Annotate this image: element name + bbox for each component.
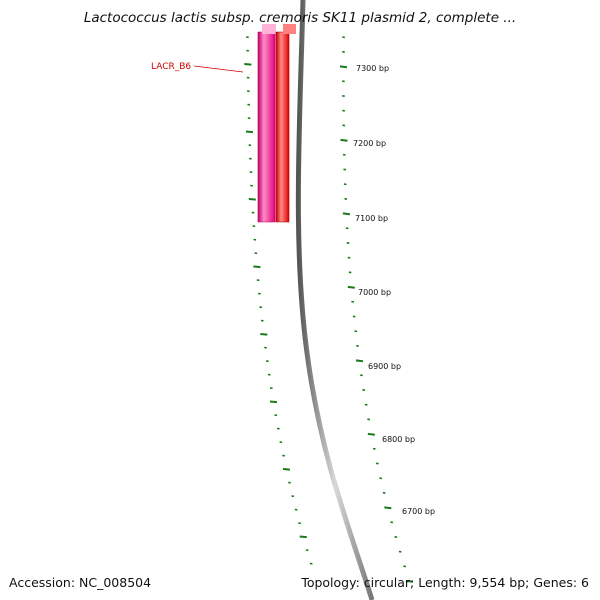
accession-text: Accession: NC_008504 <box>9 575 152 590</box>
map-title-suffix: cremoris SK11 plasmid 2, complete ... <box>259 10 517 26</box>
gene-red-arc[interactable] <box>275 31 290 223</box>
outer-tick-ring <box>339 36 414 583</box>
inner-major-tick <box>244 63 252 66</box>
outer-major-tick <box>342 212 350 216</box>
gene-label-leader <box>193 65 244 73</box>
inner-tick-ring <box>244 36 313 565</box>
scale-label-7300: 7300 bp <box>356 64 389 73</box>
inner-major-tick <box>299 535 307 539</box>
inner-major-tick <box>248 198 256 201</box>
inner-major-tick <box>260 333 268 336</box>
topology-summary: Topology: circular; Length: 9,554 bp; Ge… <box>301 575 589 590</box>
scale-label-6900: 6900 bp <box>368 362 401 371</box>
gene-lacr-b6-arc[interactable] <box>257 31 276 223</box>
gene-red-arc-top <box>283 24 296 34</box>
outer-major-tick <box>347 285 355 289</box>
map-title: Lactococcus lactis subsp. cremoris SK11 … <box>0 10 600 26</box>
inner-major-tick <box>269 400 278 404</box>
outer-major-tick <box>355 359 364 363</box>
map-title-prefix: Lactococcus lactis subsp. <box>83 10 260 26</box>
outer-major-tick <box>405 579 414 583</box>
outer-major-tick <box>340 138 348 142</box>
scale-label-7000: 7000 bp <box>358 288 391 297</box>
scale-label-6700: 6700 bp <box>402 507 435 516</box>
gene-lacr-b6-arc-top <box>262 24 276 34</box>
outer-major-tick <box>339 65 348 69</box>
outer-major-tick <box>367 432 375 436</box>
scale-label-6800: 6800 bp <box>382 435 415 444</box>
backbone-arc <box>295 0 375 600</box>
outer-major-tick <box>384 506 392 510</box>
inner-major-tick <box>282 468 291 471</box>
inner-major-tick <box>253 265 261 269</box>
scale-label-7100: 7100 bp <box>355 214 388 223</box>
gene-label-lacr-b6[interactable]: LACR_B6 <box>151 62 191 72</box>
inner-major-tick <box>245 130 254 134</box>
scale-label-7200: 7200 bp <box>353 139 386 148</box>
